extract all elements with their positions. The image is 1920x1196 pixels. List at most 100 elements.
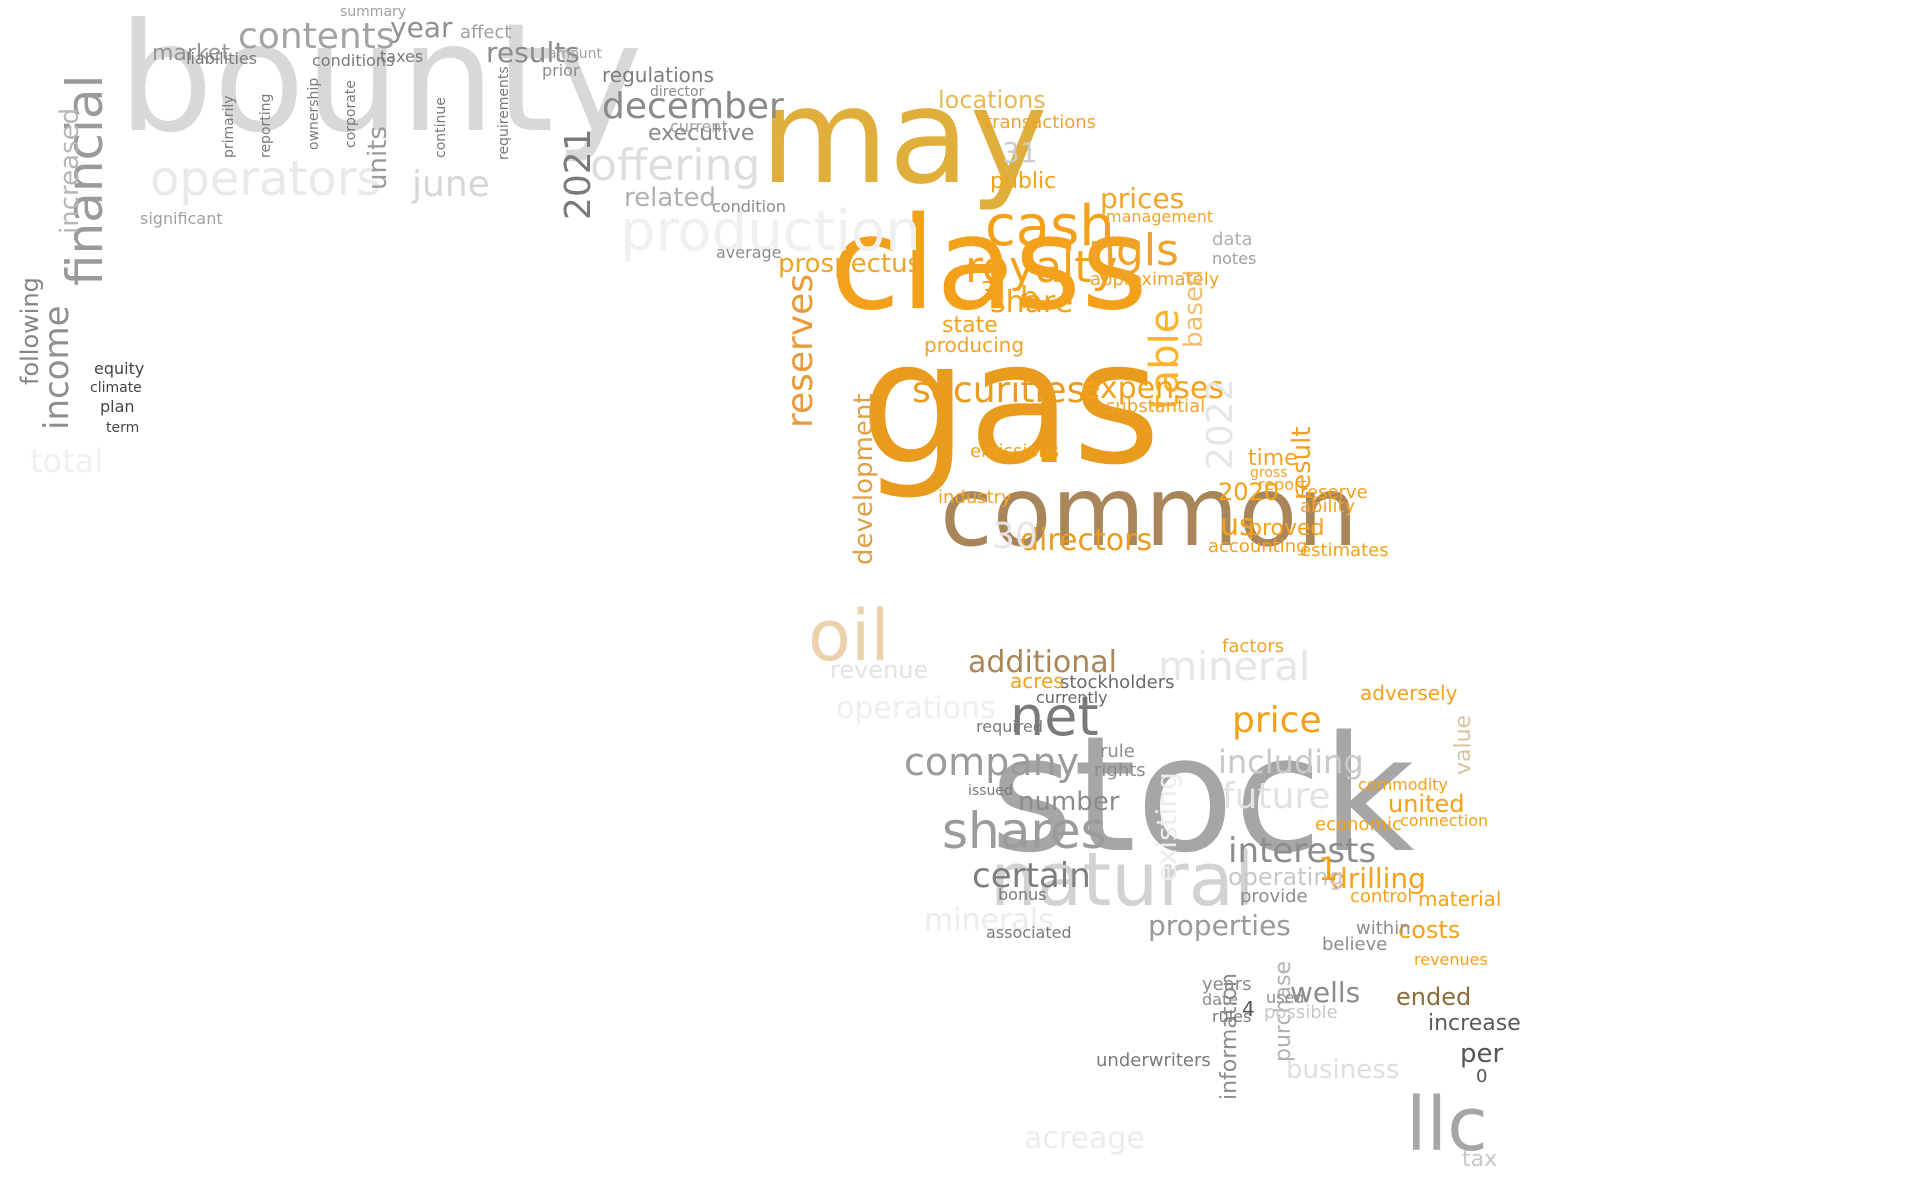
cloud-word: corporate (343, 80, 359, 148)
cloud-word: result (1287, 426, 1317, 500)
cloud-word: acreage (1024, 1121, 1145, 1156)
cloud-word: possible (1264, 1002, 1338, 1023)
cloud-word: continue (433, 97, 449, 158)
cloud-word: per (1460, 1039, 1504, 1069)
cloud-word: results (486, 36, 580, 69)
cloud-word: control (1350, 886, 1412, 907)
cloud-word: llc (1406, 1082, 1488, 1168)
cloud-word: stock (990, 701, 1415, 888)
cloud-word: average (716, 243, 782, 262)
cloud-word: value (1451, 715, 1476, 775)
cloud-word: rights (1094, 760, 1146, 781)
cloud-word: prior (542, 61, 580, 80)
cloud-word: 2021 (558, 128, 599, 220)
cloud-word: currently (1036, 688, 1108, 707)
cloud-word: 2022 (1200, 378, 1241, 470)
cloud-word: revenues (1414, 950, 1488, 969)
cloud-word: approximately (1090, 269, 1220, 290)
cloud-word: rules (1212, 1007, 1251, 1026)
cloud-word: affect (460, 22, 511, 43)
cloud-word: material (1418, 887, 1501, 911)
cloud-word: increase (1428, 1011, 1521, 1036)
cloud-word: proved (1248, 516, 1325, 541)
cloud-word: purchase (1271, 961, 1296, 1062)
cloud-word: year (390, 11, 453, 44)
cloud-word: properties (1148, 909, 1291, 942)
cloud-word: amount (548, 46, 603, 62)
cloud-word: term (106, 420, 139, 436)
cloud-word: expenses (1082, 371, 1224, 406)
cloud-word: issued (968, 783, 1013, 799)
cloud-word: within (1356, 918, 1411, 939)
cloud-word: ngls (1088, 225, 1179, 276)
cloud-word: underwriters (1096, 1050, 1211, 1071)
cloud-word: gas (860, 305, 1161, 503)
cloud-word: operating (1228, 863, 1344, 891)
cloud-word: based (1179, 270, 1209, 348)
cloud-word: units (363, 126, 393, 190)
cloud-word: common (940, 456, 1358, 568)
cloud-word: bounty (118, 0, 643, 166)
cloud-word: primarily (221, 95, 237, 158)
cloud-word: condition (712, 197, 786, 216)
cloud-word: interests (1228, 831, 1376, 871)
cloud-word: time (1248, 446, 1298, 471)
cloud-word: gross (1250, 465, 1288, 481)
cloud-word: operators (150, 151, 381, 207)
cloud-word: equity (94, 359, 144, 378)
cloud-word: 3 (980, 277, 997, 307)
cloud-word: producing (924, 333, 1024, 357)
cloud-word: commodity (1358, 775, 1448, 794)
cloud-word: ended (1396, 983, 1471, 1011)
cloud-word: cash (985, 194, 1115, 259)
cloud-word: us (1220, 508, 1255, 543)
cloud-word: connection (1400, 811, 1488, 830)
cloud-word: may (760, 60, 1048, 214)
cloud-word: locations (938, 86, 1046, 114)
cloud-word: natural (990, 837, 1255, 923)
cloud-word: estimates (1300, 540, 1389, 561)
cloud-word: conditions (312, 51, 394, 70)
cloud-word: data (1212, 229, 1253, 250)
cloud-word: reporting (258, 94, 274, 158)
cloud-word: 0 (1476, 1066, 1487, 1087)
cloud-word: shares (942, 802, 1107, 860)
cloud-word: notes (1212, 249, 1256, 268)
cloud-word: rule (1100, 741, 1135, 762)
cloud-word: offering (590, 140, 760, 191)
cloud-word: climate (90, 380, 142, 396)
cloud-word: prospectus (778, 249, 921, 279)
cloud-word: provide (1240, 886, 1308, 907)
cloud-word: following (16, 277, 44, 385)
cloud-word: development (849, 393, 879, 565)
cloud-word: accounting (1208, 536, 1308, 557)
cloud-word: 2020 (1218, 478, 1279, 506)
cloud-word: tax (1462, 1147, 1497, 1172)
cloud-word: future (1222, 776, 1331, 817)
cloud-word: years (1202, 974, 1252, 995)
cloud-word: liabilities (186, 49, 257, 68)
cloud-word: minerals (924, 903, 1054, 938)
cloud-word: existing (1150, 772, 1183, 882)
cloud-word: operations (836, 691, 996, 726)
cloud-word: believe (1322, 934, 1387, 955)
cloud-word: additional (968, 645, 1117, 680)
cloud-word: bonus (998, 885, 1047, 904)
cloud-word: drilling (1330, 862, 1426, 895)
cloud-word: requirements (496, 66, 512, 160)
cloud-word: 4 (1242, 997, 1255, 1021)
cloud-word: business (1286, 1055, 1399, 1085)
cloud-word: 1 (1318, 850, 1338, 888)
cloud-word: emissions (970, 441, 1059, 462)
cloud-word: acres (1010, 669, 1064, 693)
cloud-word: company (904, 740, 1079, 784)
cloud-word: plan (100, 397, 135, 416)
cloud-word: oil (808, 595, 890, 677)
cloud-word: june (411, 164, 490, 205)
cloud-word: ownership (306, 78, 322, 150)
cloud-word: date (1202, 990, 1238, 1009)
cloud-word: contents (238, 16, 395, 57)
cloud-word: prices (1100, 182, 1184, 215)
cloud-word: united (1388, 790, 1465, 818)
